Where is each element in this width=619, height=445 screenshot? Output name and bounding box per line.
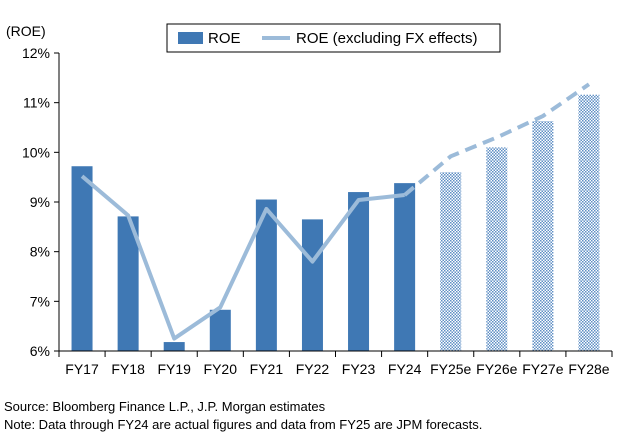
chart-notes: Source: Bloomberg Finance L.P., J.P. Mor… (4, 398, 482, 434)
x-tick-label: FY26e (476, 361, 517, 377)
bar-FY19 (163, 342, 185, 351)
y-axis-title: (ROE) (6, 23, 46, 39)
forecast-note: Note: Data through FY24 are actual figur… (4, 417, 483, 432)
x-tick-label: FY20 (204, 361, 238, 377)
legend-swatch-roe (178, 32, 203, 44)
axes (58, 53, 612, 352)
x-tick-label: FY22 (296, 361, 330, 377)
source-note: Source: Bloomberg Finance L.P., J.P. Mor… (4, 399, 326, 414)
roe-chart: (ROE) 6% 7% 8% 9% 10% 11% 12% FY17 FY18 FY19 FY20… (6, 23, 613, 377)
line-actual (80, 174, 405, 341)
x-tick-label: FY21 (250, 361, 284, 377)
bar-series (71, 94, 600, 351)
legend: ROE ROE (excluding FX effects) (166, 23, 501, 53)
bar-FY23 (348, 192, 370, 351)
y-tick-label: 8% (30, 244, 50, 260)
x-tick-label: FY28e (568, 361, 609, 377)
y-tick-label: 12% (22, 45, 50, 61)
x-tick-label: FY27e (522, 361, 563, 377)
line-series (80, 82, 591, 341)
bar-forecast-FY26e (486, 147, 508, 351)
line-forecast (403, 82, 591, 197)
bar-FY21 (255, 199, 277, 351)
bar-FY24 (394, 183, 416, 351)
legend-label-roe: ROE (208, 30, 241, 47)
x-tick-label: FY24 (388, 361, 422, 377)
y-tick-label: 11% (23, 95, 50, 111)
y-tick-label: 10% (22, 144, 50, 160)
y-axis: 6% 7% 8% 9% 10% 11% 12% (22, 45, 59, 359)
bar-forecast-FY25e (440, 172, 462, 351)
x-tick-label: FY19 (157, 361, 191, 377)
bar-forecast-FY28e (578, 94, 600, 351)
legend-label-roe-ex-fx: ROE (excluding FX effects) (296, 30, 477, 47)
bar-FY17 (71, 166, 93, 351)
x-tick-label: FY18 (111, 361, 145, 377)
bar-FY22 (301, 219, 323, 351)
bar-FY20 (209, 309, 231, 351)
bar-FY18 (117, 216, 139, 351)
legend-box (166, 23, 501, 53)
x-axis: FY17 FY18 FY19 FY20 FY21 FY22 FY23 FY24 FY25e FY2… (58, 351, 613, 377)
y-tick-label: 9% (30, 194, 50, 210)
bar-forecast-FY27e (532, 121, 554, 351)
y-tick-label: 7% (30, 293, 50, 309)
y-tick-label: 6% (30, 343, 50, 359)
x-tick-label: FY23 (342, 361, 376, 377)
x-tick-label: FY17 (65, 361, 99, 377)
x-tick-label: FY25e (430, 361, 471, 377)
